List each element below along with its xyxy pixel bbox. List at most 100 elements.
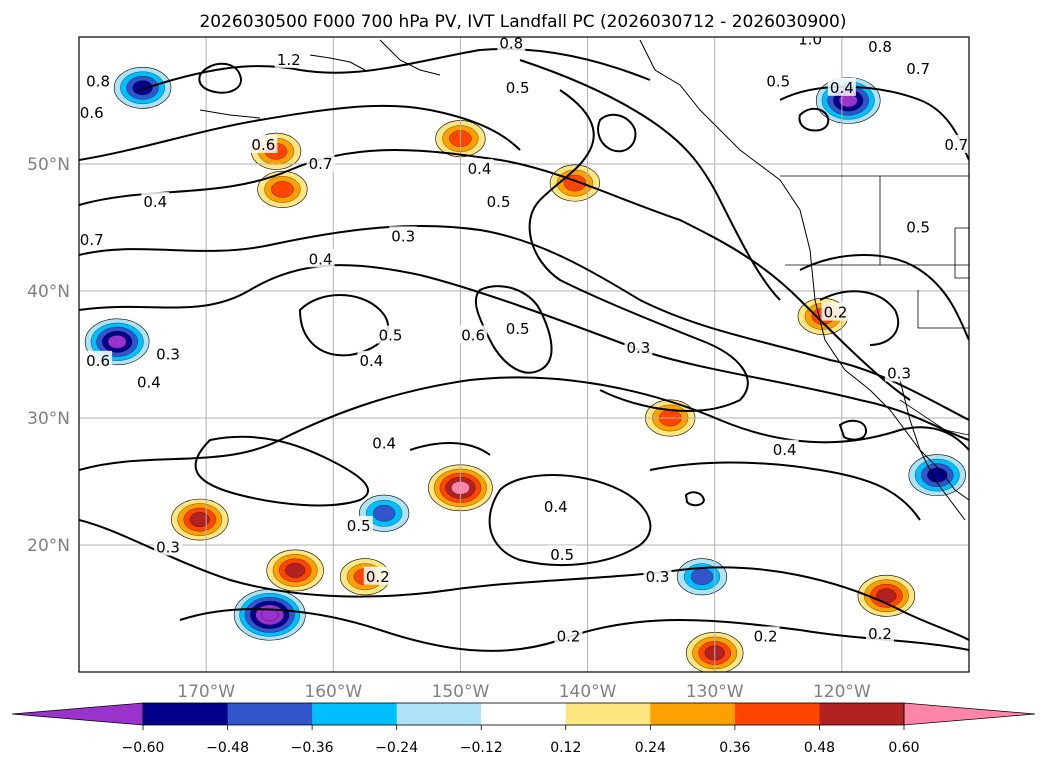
contour-label: 0.7 — [906, 60, 930, 78]
contour-label-bg — [357, 350, 386, 369]
contour-line — [194, 435, 369, 507]
contour-label-bg — [503, 319, 532, 338]
contour-label-bg — [751, 626, 780, 645]
political-borders — [780, 175, 969, 436]
pv-anomaly-shading — [84, 66, 966, 672]
colorbar-outline — [142, 702, 905, 726]
contour-label: 0.7 — [80, 231, 104, 249]
contour-line — [79, 376, 969, 471]
negative-pv-anomaly — [908, 454, 966, 497]
pv-contour-lines — [79, 48, 969, 652]
contour-label-bg — [503, 77, 532, 96]
contour-line — [684, 491, 706, 507]
contour-label: 0.5 — [347, 517, 371, 535]
contour-label-bg — [554, 626, 583, 645]
colorbar-segment — [650, 703, 736, 725]
contour-label-bg — [866, 37, 894, 56]
contour-label: 0.3 — [887, 365, 911, 383]
contour-label: 0.5 — [506, 79, 530, 97]
negative-pv-anomaly — [676, 558, 728, 596]
positive-pv-anomaly — [857, 574, 916, 617]
chart-title: 2026030500 F000 700 hPa PV, IVT Landfall… — [199, 12, 846, 32]
contour-line — [409, 442, 491, 456]
coastlines — [199, 39, 969, 521]
positive-pv-anomaly — [266, 549, 324, 592]
contour-label: 0.5 — [487, 193, 511, 211]
contour-label: 0.2 — [754, 627, 778, 645]
contour-label-bg — [134, 372, 163, 391]
colorbar-segment — [396, 703, 482, 725]
anomaly-level — [132, 80, 153, 96]
contour-label: 0.3 — [391, 227, 415, 245]
contour-label: 0.2 — [868, 625, 892, 643]
anomaly-level — [285, 563, 306, 578]
contour-label: 0.5 — [906, 219, 930, 237]
contour-line — [79, 104, 521, 161]
colorbar-segment — [143, 703, 229, 725]
colorbar — [11, 702, 1036, 726]
contour-label-bg — [154, 344, 182, 363]
map-frame — [78, 36, 970, 673]
contour-label: 0.7 — [944, 136, 968, 154]
latitude-label: 40°N — [27, 282, 70, 302]
contour-label: 0.8 — [86, 72, 110, 90]
colorbar-segment — [819, 703, 905, 725]
border — [917, 290, 969, 329]
border — [954, 227, 969, 279]
contour-line — [198, 62, 242, 94]
contour-label-bg — [344, 515, 373, 534]
negative-pv-anomaly — [113, 66, 172, 109]
anomaly-level — [690, 568, 714, 585]
contour-label: 0.3 — [646, 568, 670, 586]
colorbar-tick-label: −0.12 — [460, 740, 503, 756]
contour-label: 0.4 — [372, 434, 396, 452]
contour-label: 0.6 — [461, 326, 485, 344]
latitude-label: 30°N — [27, 409, 70, 429]
longitude-label: 130°W — [686, 682, 744, 702]
contour-label-bg — [84, 350, 113, 369]
contour-label: 0.5 — [550, 546, 574, 564]
contour-label-bg — [459, 325, 488, 344]
contour-line — [79, 264, 969, 441]
positive-pv-anomaly — [257, 170, 308, 208]
contour-label-bg — [465, 159, 494, 178]
contour-label-bg — [249, 134, 278, 153]
contour-label-bg — [796, 37, 825, 48]
contour-label: 0.5 — [379, 326, 403, 344]
contour-label: 0.4 — [359, 352, 383, 370]
coastline — [639, 39, 969, 501]
colorbar-tick-label: −0.48 — [206, 740, 249, 756]
contour-label: 0.6 — [80, 104, 104, 122]
colorbar-tick-label: 0.12 — [550, 740, 581, 756]
contour-label-bg — [376, 325, 405, 344]
contour-line — [139, 48, 651, 91]
contour-label-bg — [821, 302, 850, 321]
contour-line — [838, 419, 867, 441]
contour-label-bg — [866, 623, 894, 642]
contour-label: 0.3 — [626, 339, 650, 357]
contour-label-bg — [904, 217, 933, 236]
colorbar-tick-label: 0.60 — [888, 740, 919, 756]
positive-pv-anomaly — [171, 498, 229, 541]
contour-label: 0.4 — [830, 79, 854, 97]
colorbar-tick-label: 0.24 — [635, 740, 666, 756]
contour-line — [597, 113, 637, 153]
contour-label: 0.2 — [366, 568, 390, 586]
colorbar-extend-high — [903, 702, 1036, 726]
colorbar-extend-low — [11, 702, 144, 726]
contour-label-bg — [827, 77, 856, 96]
contour-label-bg — [306, 154, 335, 172]
colorbar-segment — [481, 703, 567, 725]
contour-label-bg — [885, 363, 914, 382]
negative-pv-anomaly — [359, 494, 410, 532]
contour-label-bg — [541, 496, 570, 515]
longitude-labels: 170°W 160°W 150°W 140°W 130°W 120°W — [177, 682, 871, 702]
contour-label-bg — [624, 338, 653, 357]
latitude-label: 50°N — [27, 155, 70, 175]
longitude-label: 120°W — [813, 682, 871, 702]
contour-label: 0.6 — [251, 136, 275, 154]
colorbar-tick-label: −0.36 — [291, 740, 334, 756]
contour-label: 0.2 — [557, 627, 581, 645]
contour-line — [798, 107, 830, 132]
contour-label: 0.4 — [468, 160, 492, 178]
